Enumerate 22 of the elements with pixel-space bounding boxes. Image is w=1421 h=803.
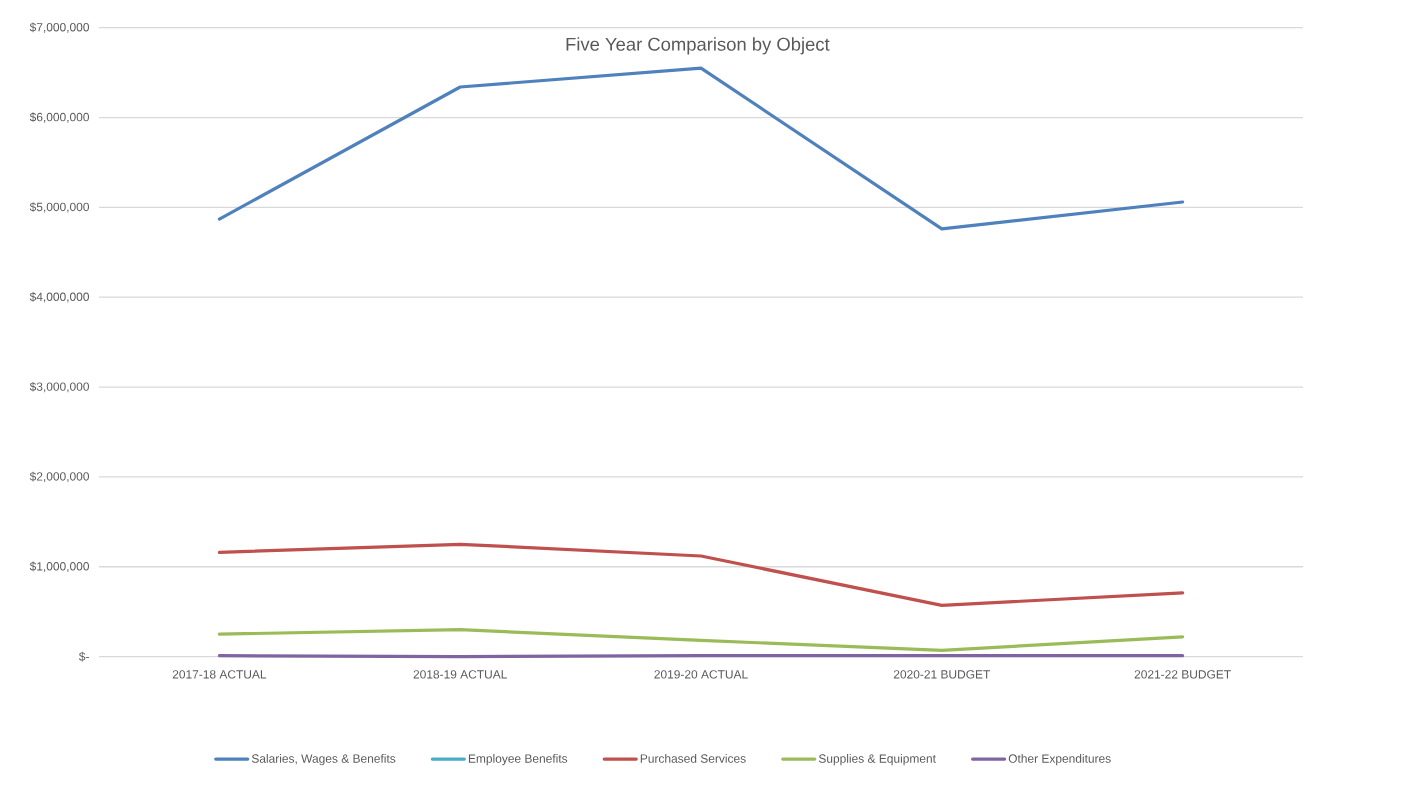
line-series (217, 542, 1185, 607)
x-tick-label: 2019-20 ACTUAL (654, 670, 748, 679)
chart-title: Five Year Comparison by Object (566, 37, 830, 55)
legend-label: Salaries, Wages & Benefits (251, 754, 396, 766)
y-tick-label: $3,000,000 (29, 381, 90, 393)
y-tick-label: $- (78, 651, 89, 662)
y-tick-label: $5,000,000 (29, 202, 90, 213)
x-tick-label: 2021-22 BUDGET (1134, 670, 1231, 679)
line-series (217, 628, 1185, 652)
y-tick-label: $2,000,000 (29, 471, 90, 483)
x-tick-label: 2017-18 ACTUAL (172, 670, 267, 679)
legend-label: Supplies & Equipment (818, 754, 936, 766)
legend-label: Purchased Services (640, 754, 746, 763)
line-series (217, 66, 1185, 231)
legend-label: Other Expenditures (1008, 754, 1111, 766)
y-tick-label: $1,000,000 (29, 561, 90, 572)
legend-label: Employee Benefits (468, 754, 568, 766)
x-tick-label: 2020-21 BUDGET (893, 670, 991, 679)
y-tick-label: $7,000,000 (29, 22, 90, 33)
x-tick-label: 2018-19 ACTUAL (413, 670, 507, 679)
y-tick-label: $6,000,000 (29, 112, 90, 123)
y-tick-label: $4,000,000 (29, 292, 90, 303)
